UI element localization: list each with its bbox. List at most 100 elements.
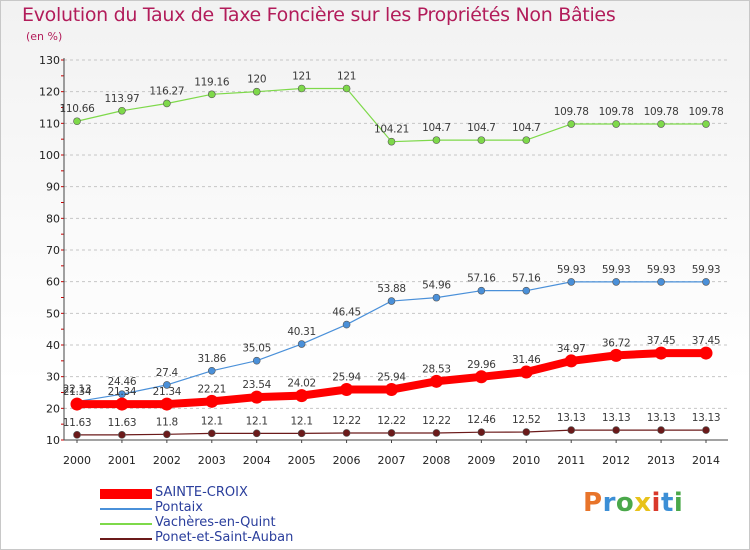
data-point <box>340 383 354 397</box>
data-label: 21.34 <box>63 386 92 398</box>
data-point <box>115 397 129 411</box>
data-point <box>163 430 171 439</box>
data-point <box>342 429 351 437</box>
data-label: 57.16 <box>512 273 541 285</box>
data-point <box>160 397 174 411</box>
data-label: 59.93 <box>647 264 676 276</box>
data-point <box>205 394 219 408</box>
chart-subtitle: (en %) <box>26 30 63 43</box>
data-point <box>295 389 309 403</box>
data-label: 59.93 <box>602 264 631 276</box>
data-label: 121 <box>292 71 311 83</box>
logo-letter: r <box>602 488 616 518</box>
data-label: 22.21 <box>198 383 227 395</box>
y-tick-label: 40 <box>46 339 60 352</box>
x-tick-label: 2009 <box>467 454 495 467</box>
data-point <box>207 366 216 375</box>
data-label: 37.45 <box>692 335 721 347</box>
data-point <box>657 278 665 286</box>
x-tick-label: 2010 <box>512 454 540 467</box>
legend-swatch <box>100 508 152 510</box>
x-tick-label: 2005 <box>288 454 316 467</box>
data-point <box>250 390 264 404</box>
data-point <box>297 84 306 93</box>
data-point <box>699 346 713 360</box>
data-label: 109.78 <box>689 106 724 118</box>
data-label: 12.1 <box>291 415 313 427</box>
data-label: 109.78 <box>644 106 679 118</box>
data-point <box>657 426 665 434</box>
logo-letter: o <box>615 488 635 518</box>
data-point <box>297 340 306 348</box>
x-tick-label: 2006 <box>333 454 361 467</box>
data-point <box>387 297 396 305</box>
data-label: 25.94 <box>332 372 361 384</box>
data-label: 12.22 <box>377 415 406 427</box>
data-point <box>522 286 531 295</box>
legend-swatch <box>100 523 152 525</box>
data-point <box>522 136 531 144</box>
data-point <box>118 106 126 115</box>
data-point <box>474 370 488 384</box>
data-label: 120 <box>247 74 266 86</box>
logo-letter: t <box>660 488 674 518</box>
data-point <box>432 136 441 144</box>
data-point <box>564 354 578 368</box>
data-point <box>207 429 216 438</box>
logo-letter: x <box>634 488 652 518</box>
data-point <box>429 374 443 388</box>
data-label: 27.4 <box>156 367 179 379</box>
data-point <box>567 426 576 434</box>
data-point <box>73 431 81 439</box>
data-point <box>567 278 576 286</box>
legend-label: Vachères-en-Quint <box>155 515 276 530</box>
y-tick-label: 60 <box>46 276 60 289</box>
data-point <box>477 136 486 144</box>
data-label: 40.31 <box>287 326 316 338</box>
data-label: 35.05 <box>242 343 271 355</box>
data-label: 59.93 <box>692 264 721 276</box>
data-label: 13.13 <box>557 412 586 424</box>
data-point <box>477 428 486 437</box>
data-point <box>657 120 665 128</box>
data-label: 12.22 <box>332 415 361 427</box>
data-point <box>612 278 620 286</box>
data-label: 24.02 <box>287 378 316 390</box>
y-tick-label: 120 <box>39 86 60 99</box>
x-tick-label: 2007 <box>378 454 406 467</box>
data-label: 57.16 <box>467 273 496 285</box>
data-label: 109.78 <box>554 106 589 118</box>
data-label: 12.1 <box>246 415 268 427</box>
legend-label: Pontaix <box>155 500 203 515</box>
data-label: 28.53 <box>422 363 451 375</box>
logo-letter: P <box>583 488 603 518</box>
data-label: 31.86 <box>198 353 227 365</box>
data-label: 104.7 <box>512 122 541 134</box>
data-label: 25.94 <box>377 372 406 384</box>
x-tick-label: 2014 <box>692 454 720 467</box>
proxiti-logo: Proxiti <box>583 488 683 518</box>
y-tick-label: 90 <box>46 181 60 194</box>
data-label: 11.63 <box>108 417 137 429</box>
data-point <box>207 90 216 99</box>
logo-letter: i <box>651 488 661 518</box>
data-label: 13.13 <box>602 412 631 424</box>
data-label: 21.34 <box>153 386 182 398</box>
x-tick-label: 2001 <box>108 454 136 467</box>
x-tick-label: 2011 <box>557 454 585 467</box>
y-tick-label: 20 <box>46 402 60 415</box>
y-tick-label: 80 <box>46 212 60 225</box>
data-point <box>342 320 351 329</box>
data-point <box>702 120 710 128</box>
data-point <box>432 429 441 437</box>
data-point <box>163 381 171 389</box>
logo-letter: i <box>673 488 684 518</box>
data-point <box>70 397 84 411</box>
data-label: 12.22 <box>422 415 451 427</box>
chart-title: Evolution du Taux de Taxe Foncière sur l… <box>22 4 616 26</box>
legend-swatch <box>100 489 152 499</box>
data-label: 11.63 <box>63 417 92 429</box>
data-label: 31.46 <box>512 354 541 366</box>
data-point <box>612 426 620 434</box>
data-point <box>612 120 620 128</box>
